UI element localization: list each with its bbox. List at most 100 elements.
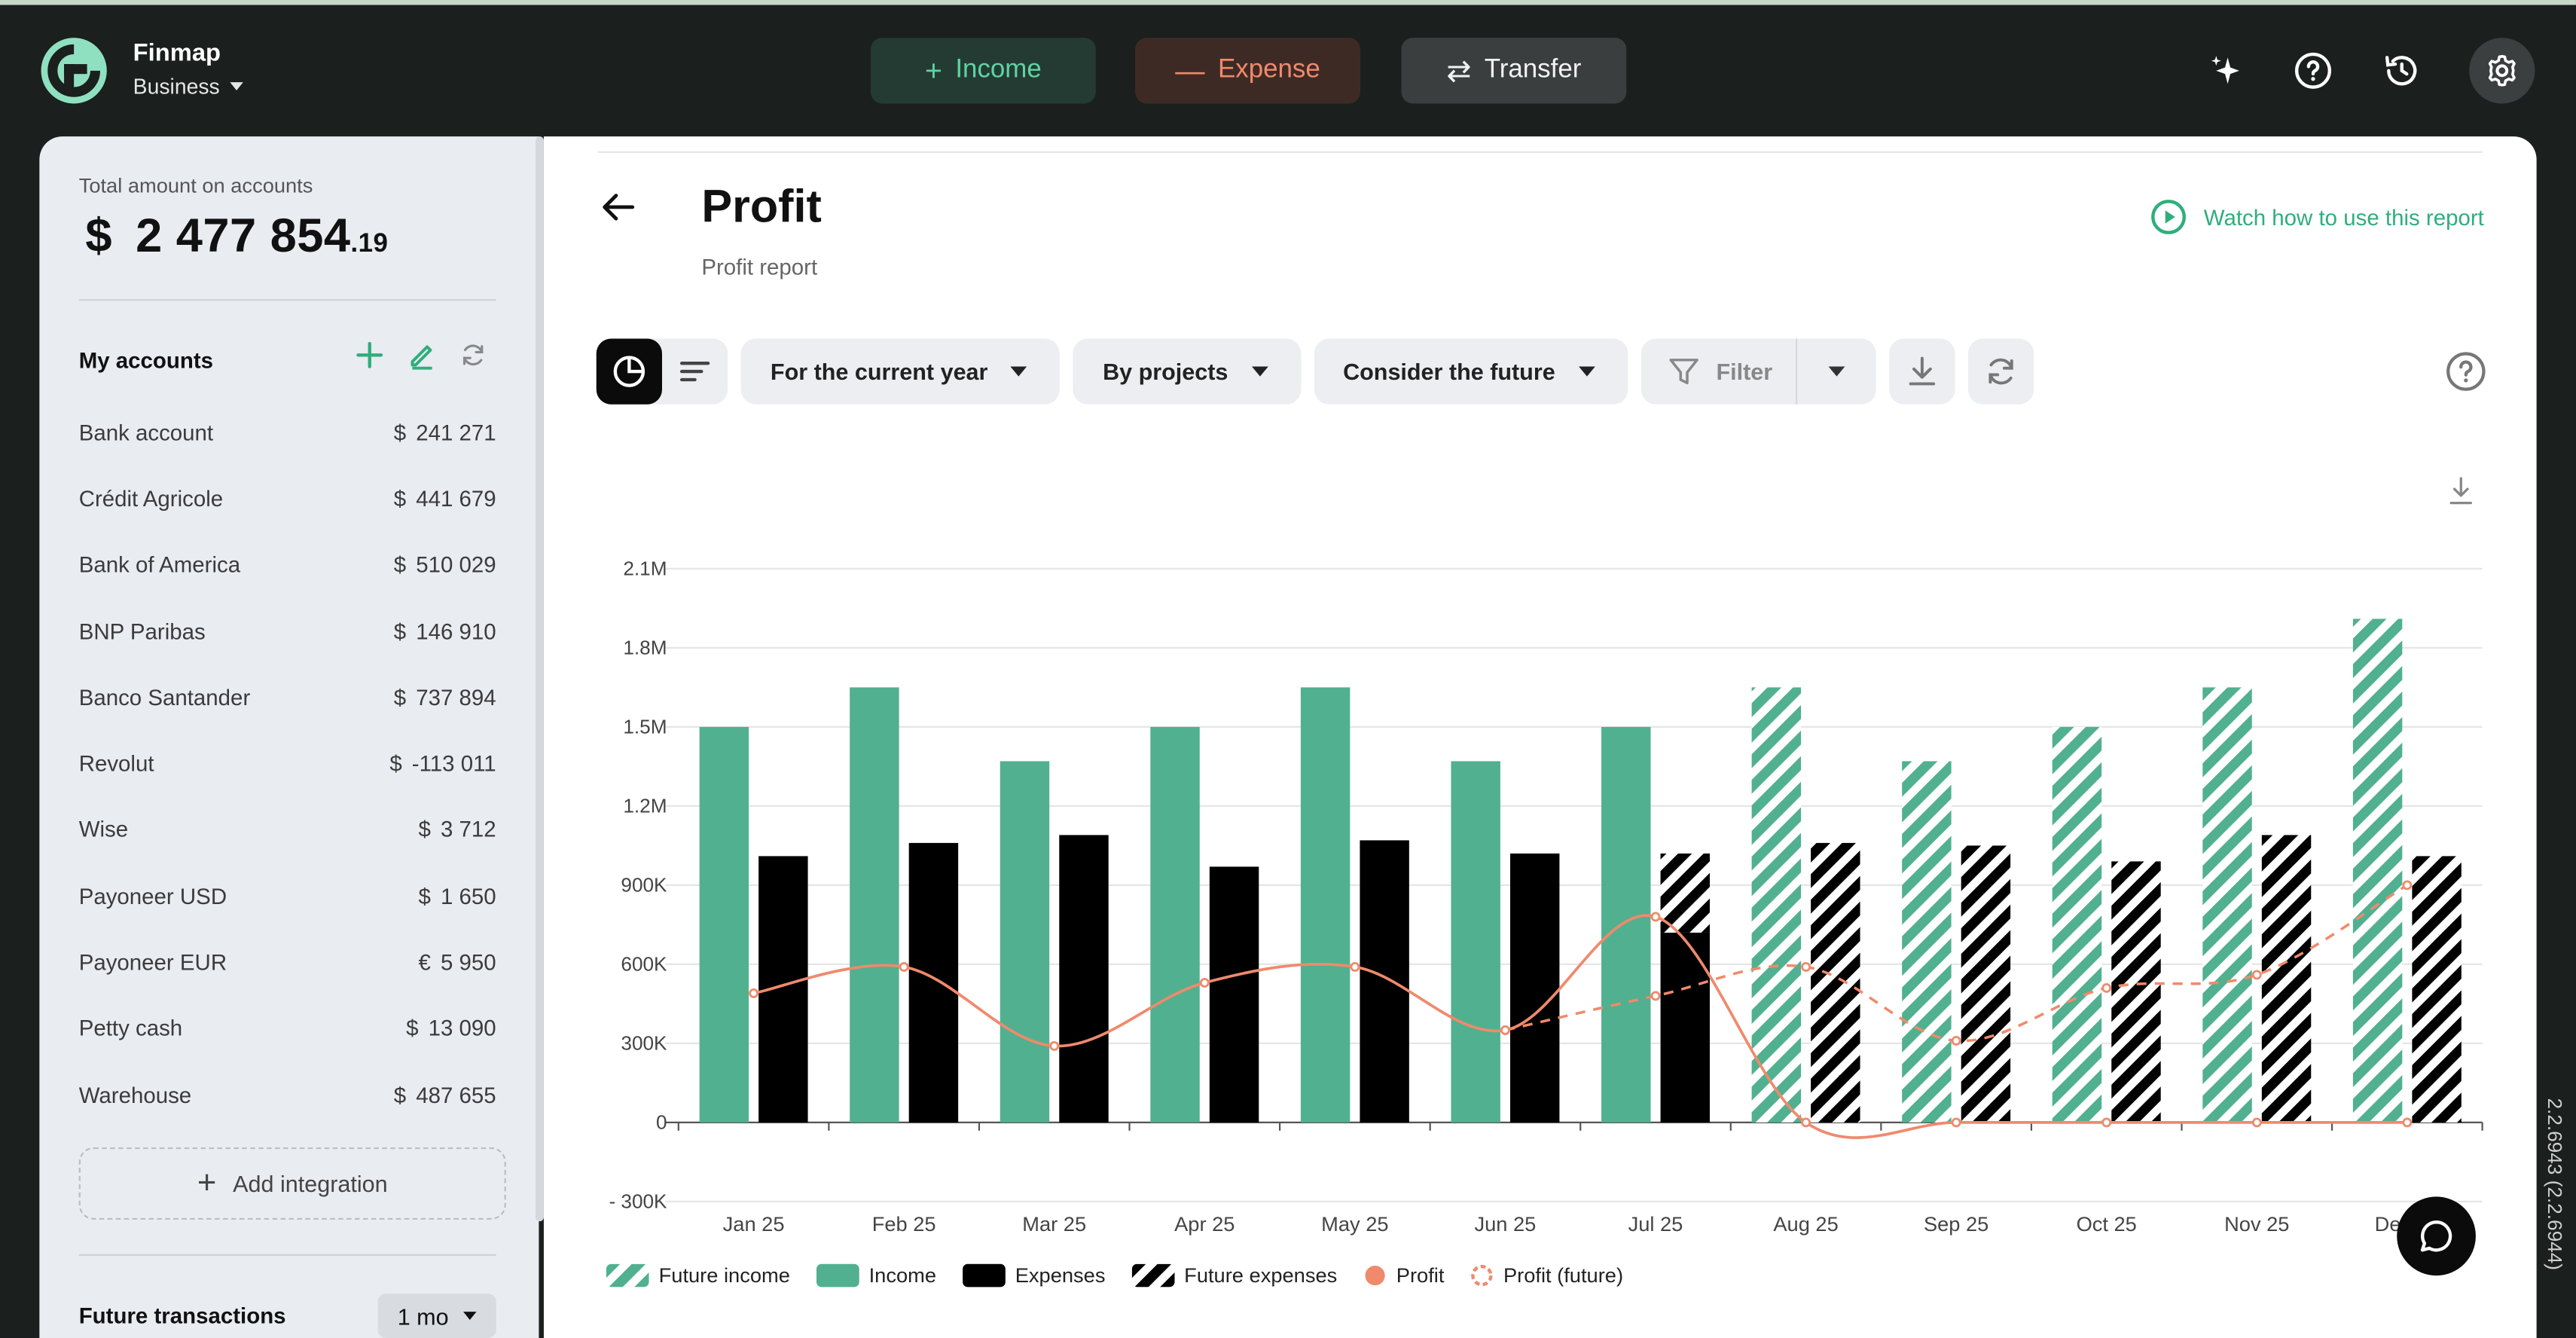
future-income-bar[interactable] (1751, 687, 1802, 1123)
account-row[interactable]: Payoneer USD $1 650 (79, 863, 496, 930)
legend-item-expenses[interactable]: Expenses (962, 1263, 1105, 1288)
profit-future-point[interactable] (1951, 1035, 1961, 1046)
account-currency: $ (418, 817, 431, 843)
refresh-button[interactable] (1967, 338, 2034, 405)
expenses-bar[interactable] (1360, 840, 1409, 1123)
expenses-bar[interactable] (1509, 853, 1560, 1123)
profit-point[interactable] (2251, 1117, 2262, 1128)
sync-accounts-icon[interactable] (460, 342, 487, 368)
income-bar[interactable] (1601, 726, 1651, 1123)
legend-item-future-expenses[interactable]: Future expenses (1131, 1263, 1338, 1288)
income-bar[interactable] (1451, 761, 1500, 1123)
income-bar[interactable] (1300, 687, 1351, 1123)
profit-future-point[interactable] (1650, 991, 1661, 1001)
account-row[interactable]: Crédit Agricole $441 679 (79, 466, 496, 532)
sidebar: Total amount on accounts $ 2 477 854.19 … (39, 136, 539, 1338)
account-row[interactable]: Banco Santander $737 894 (79, 664, 496, 731)
income-bar[interactable] (850, 687, 899, 1123)
support-chat-button[interactable] (2397, 1196, 2476, 1276)
chart-download-icon[interactable] (2448, 477, 2474, 506)
profit-chart: - 300K 0 300K 600K 900K 1.2M 1.5M 1.8M 2.1M Jan 2… (609, 558, 2483, 1236)
profit-future-point[interactable] (2101, 982, 2112, 993)
account-row[interactable]: Bank of America $510 029 (79, 532, 496, 598)
legend-swatch (962, 1263, 1006, 1288)
future-income-bar[interactable] (2202, 687, 2252, 1123)
expenses-bar[interactable] (1059, 835, 1109, 1123)
account-amount-value: 3 712 (440, 817, 496, 843)
profit-point[interactable] (899, 961, 909, 972)
download-button[interactable] (1888, 338, 1955, 405)
sparkle-icon[interactable] (2206, 51, 2245, 90)
chart-view-button[interactable] (596, 338, 662, 405)
account-row[interactable]: Bank account $241 271 (79, 399, 496, 466)
legend-label: Future expenses (1184, 1263, 1338, 1288)
account-row[interactable]: Revolut $ -113 011 (79, 731, 496, 797)
profit-future-point[interactable] (1801, 961, 1811, 972)
account-row[interactable]: Warehouse $487 655 (79, 1062, 496, 1128)
profit-point[interactable] (1500, 1025, 1510, 1035)
profit-future-point[interactable] (2402, 880, 2413, 890)
period-dropdown[interactable]: For the current year (740, 338, 1061, 405)
edit-accounts-pencil-icon[interactable] (407, 341, 437, 370)
future-dropdown[interactable]: Consider the future (1313, 338, 1628, 405)
workspace-selector[interactable]: Business (133, 74, 243, 99)
profit-future-point[interactable] (2251, 970, 2262, 980)
profit-point[interactable] (1049, 1040, 1060, 1051)
profit-point[interactable] (1650, 912, 1661, 922)
expenses-bar[interactable] (1660, 932, 1710, 1123)
account-row[interactable]: Wise $3 712 (79, 797, 496, 863)
account-amount-value: 146 910 (416, 619, 496, 644)
future-income-bar[interactable] (1902, 761, 1952, 1123)
future-period-select[interactable]: 1 mo (377, 1294, 496, 1338)
future-expenses-bar[interactable] (2261, 835, 2312, 1123)
filter-menu-button[interactable] (1797, 366, 1876, 377)
total-amount: $ 2 477 854.19 (85, 210, 388, 264)
future-expenses-bar[interactable] (2111, 861, 2161, 1123)
future-expenses-bar[interactable] (1660, 853, 1710, 933)
legend-item-profit-future[interactable]: Profit (future) (1470, 1264, 1623, 1287)
legend-item-income[interactable]: Income (816, 1263, 936, 1288)
profit-point[interactable] (2402, 1117, 2413, 1128)
future-income-bar[interactable] (2352, 619, 2403, 1123)
grouping-dropdown[interactable]: By projects (1073, 338, 1301, 405)
help-icon[interactable] (2294, 51, 2333, 90)
watch-tutorial-link[interactable]: Watch how to use this report (2151, 199, 2484, 235)
y-tick-label: - 300K (609, 1190, 667, 1213)
future-expenses-bar[interactable] (1961, 845, 2011, 1123)
add-integration-button[interactable]: + Add integration (78, 1147, 506, 1220)
account-row[interactable]: Petty cash $13 090 (79, 995, 496, 1062)
total-amount-label: Total amount on accounts (78, 174, 313, 197)
account-amount: $3 712 (418, 817, 496, 842)
history-icon[interactable] (2382, 51, 2422, 90)
legend-item-profit[interactable]: Profit (1363, 1264, 1444, 1287)
future-income-bar[interactable] (2052, 726, 2102, 1123)
add-transfer-button[interactable]: ⇄ Transfer (1401, 38, 1627, 104)
profit-point[interactable] (1801, 1117, 1811, 1128)
report-help-icon[interactable] (2444, 350, 2487, 393)
future-expenses-bar[interactable] (2412, 856, 2462, 1123)
profit-point[interactable] (2101, 1117, 2112, 1128)
expenses-bar[interactable] (1209, 866, 1259, 1123)
account-row[interactable]: Payoneer EUR €5 950 (79, 930, 496, 996)
profit-point[interactable] (1199, 977, 1210, 988)
expenses-bar[interactable] (908, 842, 959, 1123)
table-view-button[interactable] (662, 338, 728, 404)
sidebar-scrollbar[interactable] (536, 136, 544, 1222)
profit-point[interactable] (749, 988, 759, 998)
income-bar[interactable] (699, 726, 749, 1123)
add-expense-button[interactable]: — Expense (1135, 38, 1360, 104)
settings-button[interactable] (2469, 38, 2535, 104)
income-bar[interactable] (1150, 726, 1200, 1123)
finmap-logo-icon[interactable] (39, 36, 108, 105)
legend-item-future-income[interactable]: Future income (606, 1263, 790, 1288)
income-bar[interactable] (1000, 761, 1050, 1123)
account-row[interactable]: BNP Paribas $146 910 (79, 598, 496, 664)
future-expenses-bar[interactable] (1811, 842, 1860, 1123)
back-arrow-icon[interactable] (600, 189, 636, 237)
filter-button[interactable]: Filter (1641, 338, 1797, 405)
account-name: Payoneer USD (78, 884, 227, 909)
profit-point[interactable] (1350, 961, 1360, 972)
add-account-plus-icon[interactable] (355, 341, 384, 370)
add-income-button[interactable]: + Income (870, 38, 1096, 104)
profit-point[interactable] (1951, 1117, 1961, 1128)
